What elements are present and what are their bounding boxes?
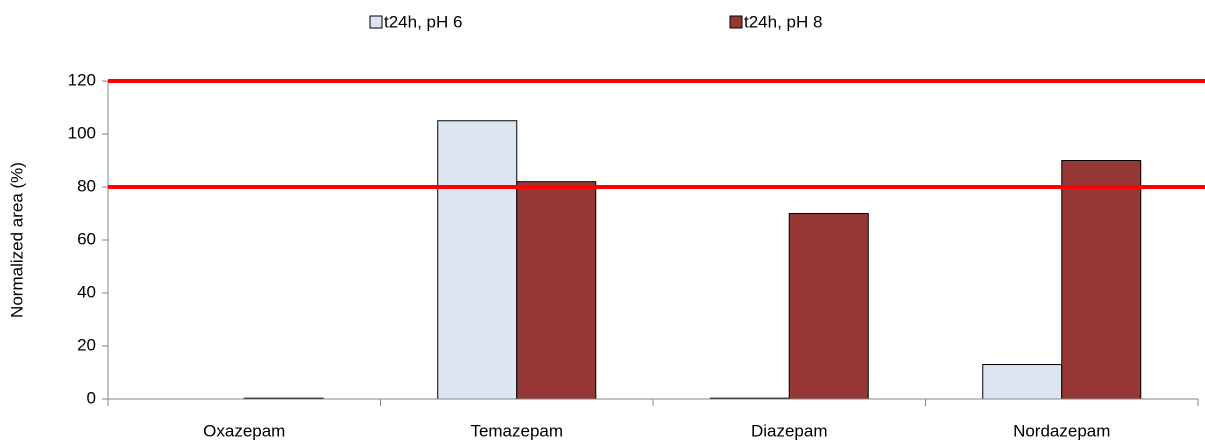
bar [788, 213, 869, 400]
legend-swatch [729, 15, 743, 29]
x-tick-label: Nordazepam [1013, 421, 1110, 440]
bar [516, 181, 597, 400]
y-tick-label: 20 [77, 335, 96, 354]
x-tick-label: Oxazepam [203, 421, 285, 440]
y-tick-label: 100 [68, 123, 96, 142]
legend-label: t24h, pH 6 [384, 12, 462, 31]
y-axis-label: Normalized area (%) [7, 162, 26, 318]
legend-swatch [369, 15, 383, 29]
y-tick-label: 80 [77, 176, 96, 195]
legend-label: t24h, pH 8 [744, 12, 822, 31]
x-tick-label: Diazepam [751, 421, 828, 440]
y-tick-label: 120 [68, 70, 96, 89]
bar [1061, 160, 1142, 400]
y-tick-label: 40 [77, 282, 96, 301]
bar [437, 120, 518, 400]
bar [982, 364, 1063, 400]
x-tick-label: Temazepam [470, 421, 563, 440]
y-tick-label: 60 [77, 229, 96, 248]
y-tick-label: 0 [87, 388, 96, 407]
